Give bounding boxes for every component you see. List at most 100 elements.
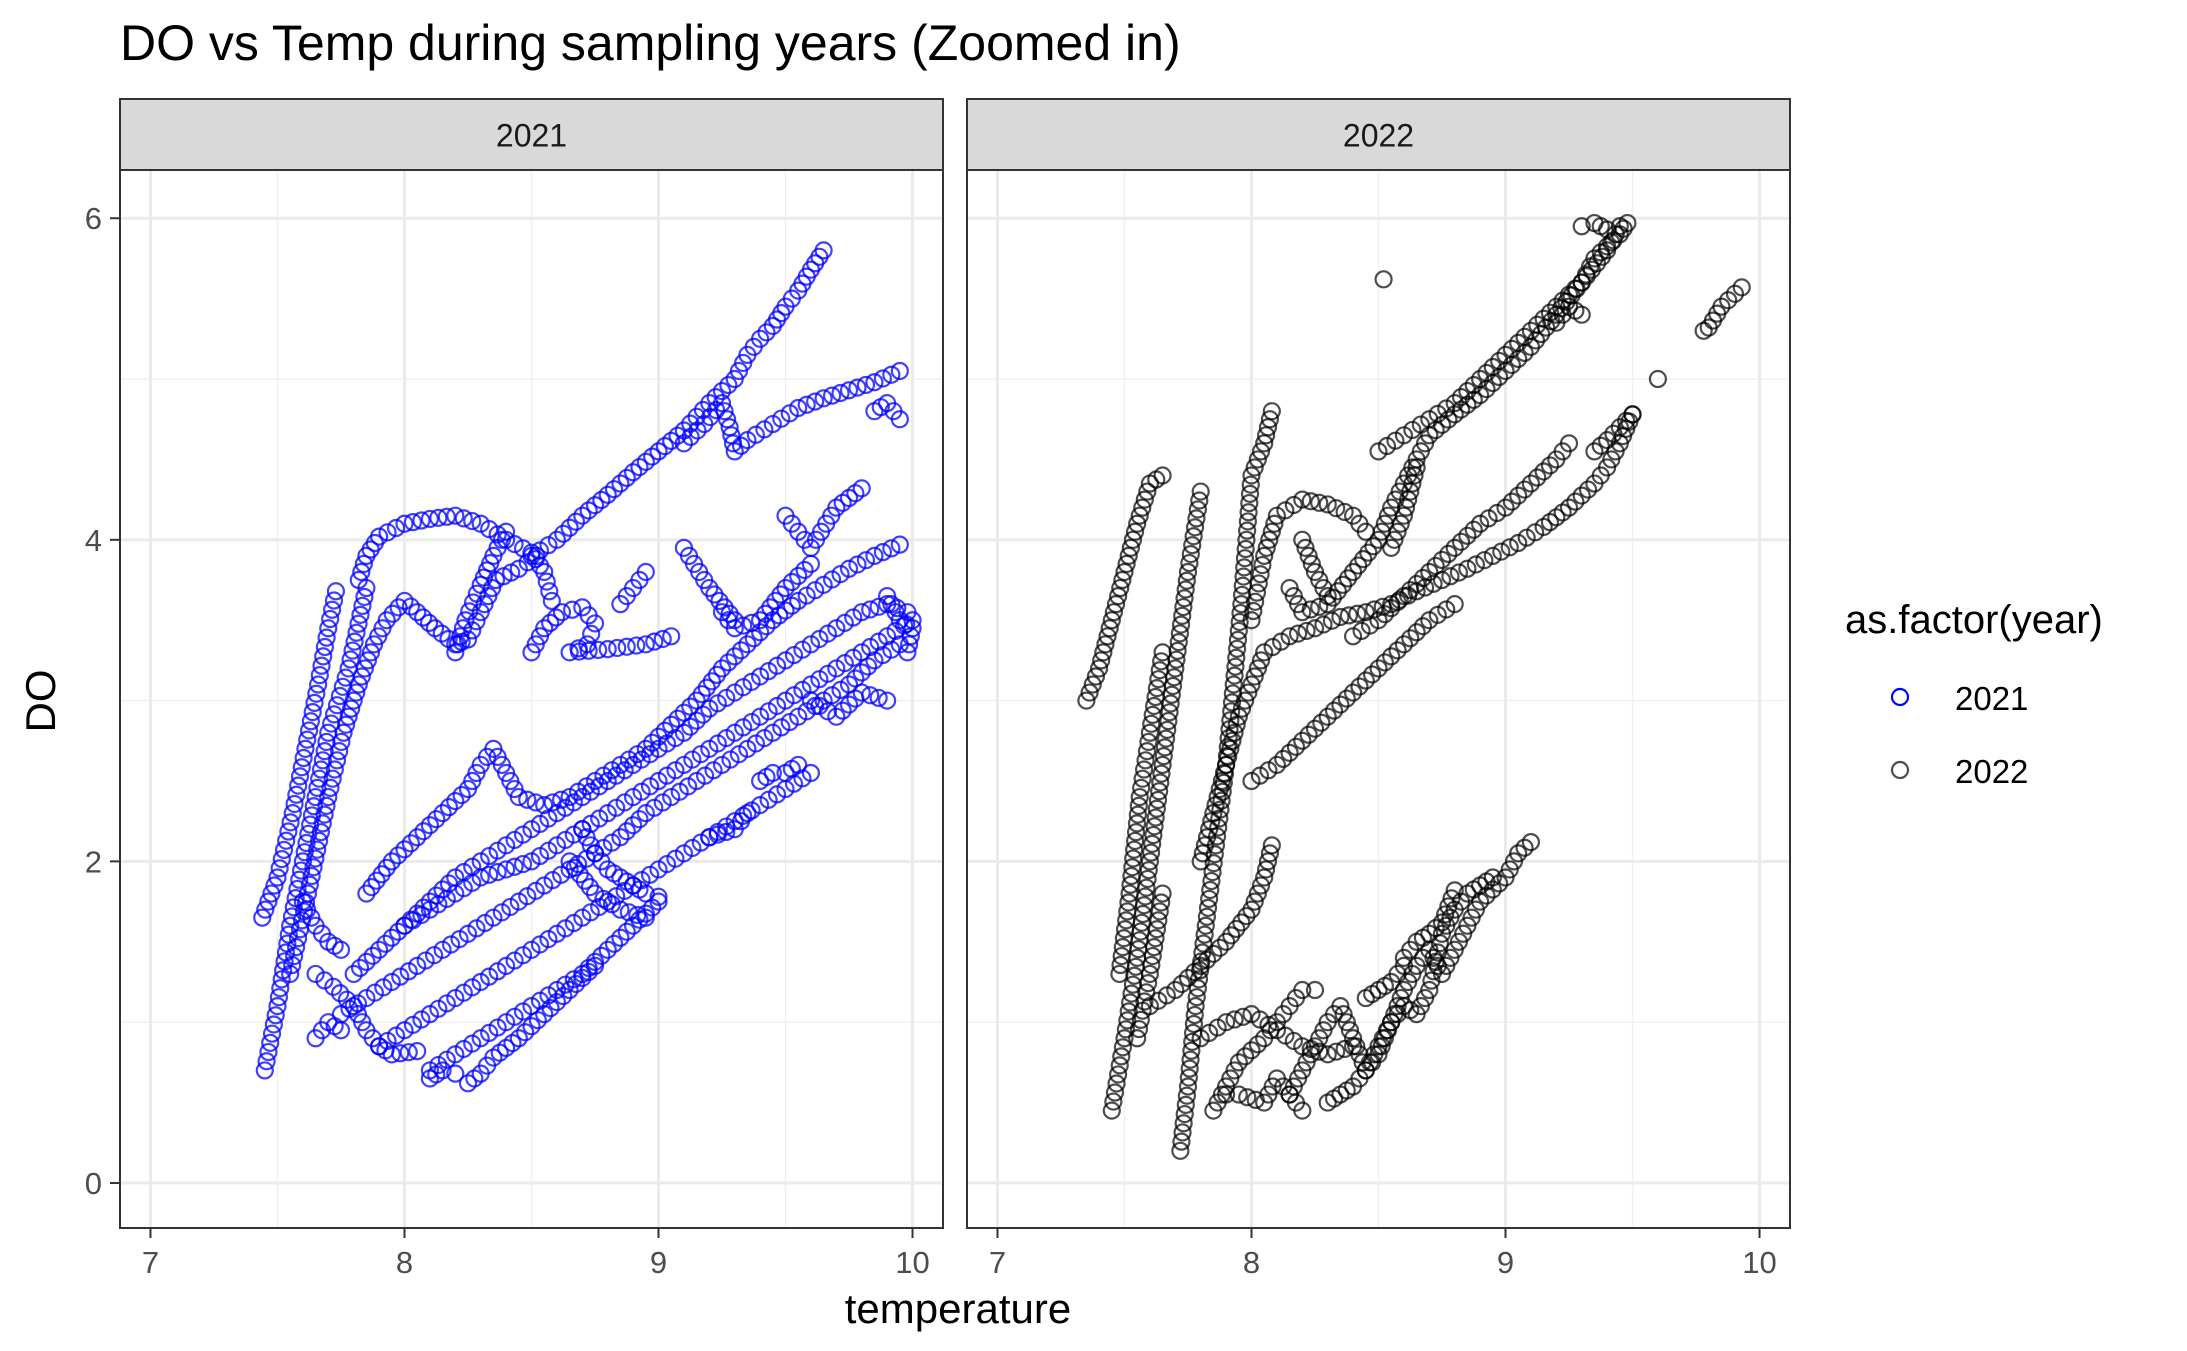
data-point — [604, 934, 624, 953]
data-point — [505, 857, 524, 876]
data-point — [1096, 635, 1115, 654]
data-point — [624, 916, 643, 935]
data-point — [283, 804, 302, 823]
data-point — [1274, 749, 1293, 768]
data-point — [516, 1023, 535, 1042]
data-point — [293, 852, 312, 871]
data-point — [528, 1011, 547, 1030]
data-point — [839, 695, 859, 714]
data-point — [1126, 823, 1146, 842]
data-point — [1142, 714, 1161, 733]
data-point — [1483, 357, 1502, 377]
data-point — [1246, 592, 1265, 611]
data-point — [645, 632, 664, 651]
data-point — [1598, 431, 1617, 450]
data-point — [1212, 771, 1231, 791]
data-point — [1337, 1013, 1356, 1032]
data-point — [307, 684, 326, 703]
data-point — [1180, 1059, 1199, 1078]
data-point — [1100, 619, 1119, 638]
points-2022 — [1077, 213, 1751, 1160]
chart-title: DO vs Temp during sampling years (Zoomed… — [120, 15, 1181, 71]
data-point — [1343, 1029, 1363, 1048]
data-point — [649, 887, 668, 906]
data-point — [1234, 567, 1253, 586]
data-point — [1133, 769, 1152, 788]
data-point — [1122, 984, 1141, 1003]
data-point — [1138, 974, 1158, 993]
data-point — [1176, 1095, 1195, 1114]
data-point — [1559, 285, 1579, 304]
data-point — [582, 624, 601, 643]
data-point — [1229, 707, 1248, 726]
data-point — [1262, 402, 1281, 421]
data-point — [451, 627, 470, 646]
data-point — [311, 760, 331, 779]
data-point — [1407, 458, 1426, 477]
data-point — [1129, 796, 1148, 815]
data-point — [1138, 482, 1157, 501]
data-point — [321, 778, 340, 797]
data-point — [1142, 955, 1161, 975]
data-point — [349, 614, 368, 633]
data-point — [1391, 514, 1410, 533]
data-point — [814, 389, 833, 408]
data-point — [1170, 624, 1190, 643]
data-point — [408, 828, 427, 847]
data-point — [1140, 852, 1159, 871]
data-point — [259, 892, 278, 911]
data-point — [294, 748, 313, 768]
data-point — [1534, 309, 1553, 328]
data-point — [303, 702, 322, 722]
data-point — [1149, 911, 1168, 930]
data-point — [377, 611, 396, 630]
data-point — [1109, 1065, 1128, 1084]
data-point — [560, 980, 579, 1000]
data-point — [1137, 983, 1156, 1002]
data-point — [1293, 731, 1312, 750]
data-point — [1175, 1104, 1194, 1124]
data-point — [873, 543, 892, 562]
data-point — [1623, 405, 1642, 424]
data-point — [1083, 675, 1102, 694]
data-point — [256, 900, 275, 919]
data-point — [309, 831, 329, 851]
data-point — [1172, 1132, 1191, 1151]
data-point — [1451, 388, 1471, 407]
data-point — [1420, 980, 1439, 1000]
data-point — [560, 518, 579, 537]
data-point — [1242, 466, 1261, 485]
data-point — [1585, 442, 1604, 461]
data-point — [1242, 900, 1261, 919]
data-point — [1426, 556, 1445, 576]
data-point — [554, 986, 573, 1006]
data-point — [1617, 411, 1636, 430]
data-point — [1153, 643, 1172, 662]
data-point — [731, 436, 751, 455]
data-point — [266, 1006, 285, 1025]
data-point — [1324, 701, 1344, 720]
data-point — [1245, 667, 1264, 686]
data-point — [1343, 683, 1363, 702]
data-point — [446, 643, 465, 662]
data-point — [1293, 603, 1312, 622]
data-point — [513, 854, 533, 874]
data-point — [1112, 946, 1131, 966]
data-point — [1492, 542, 1511, 561]
data-point — [1466, 555, 1485, 574]
data-point — [869, 688, 888, 708]
data-point — [1187, 509, 1206, 528]
data-point — [1375, 605, 1394, 624]
data-point — [1184, 1014, 1204, 1034]
data-point — [1166, 980, 1185, 1000]
data-point — [401, 597, 420, 616]
data-point — [1114, 929, 1134, 948]
data-point — [687, 711, 706, 730]
data-point — [1509, 333, 1528, 352]
data-point — [453, 619, 473, 638]
data-point — [717, 410, 737, 429]
data-point — [1260, 844, 1280, 863]
data-point — [624, 816, 643, 835]
data-point — [627, 636, 646, 655]
data-point — [1113, 1038, 1133, 1057]
